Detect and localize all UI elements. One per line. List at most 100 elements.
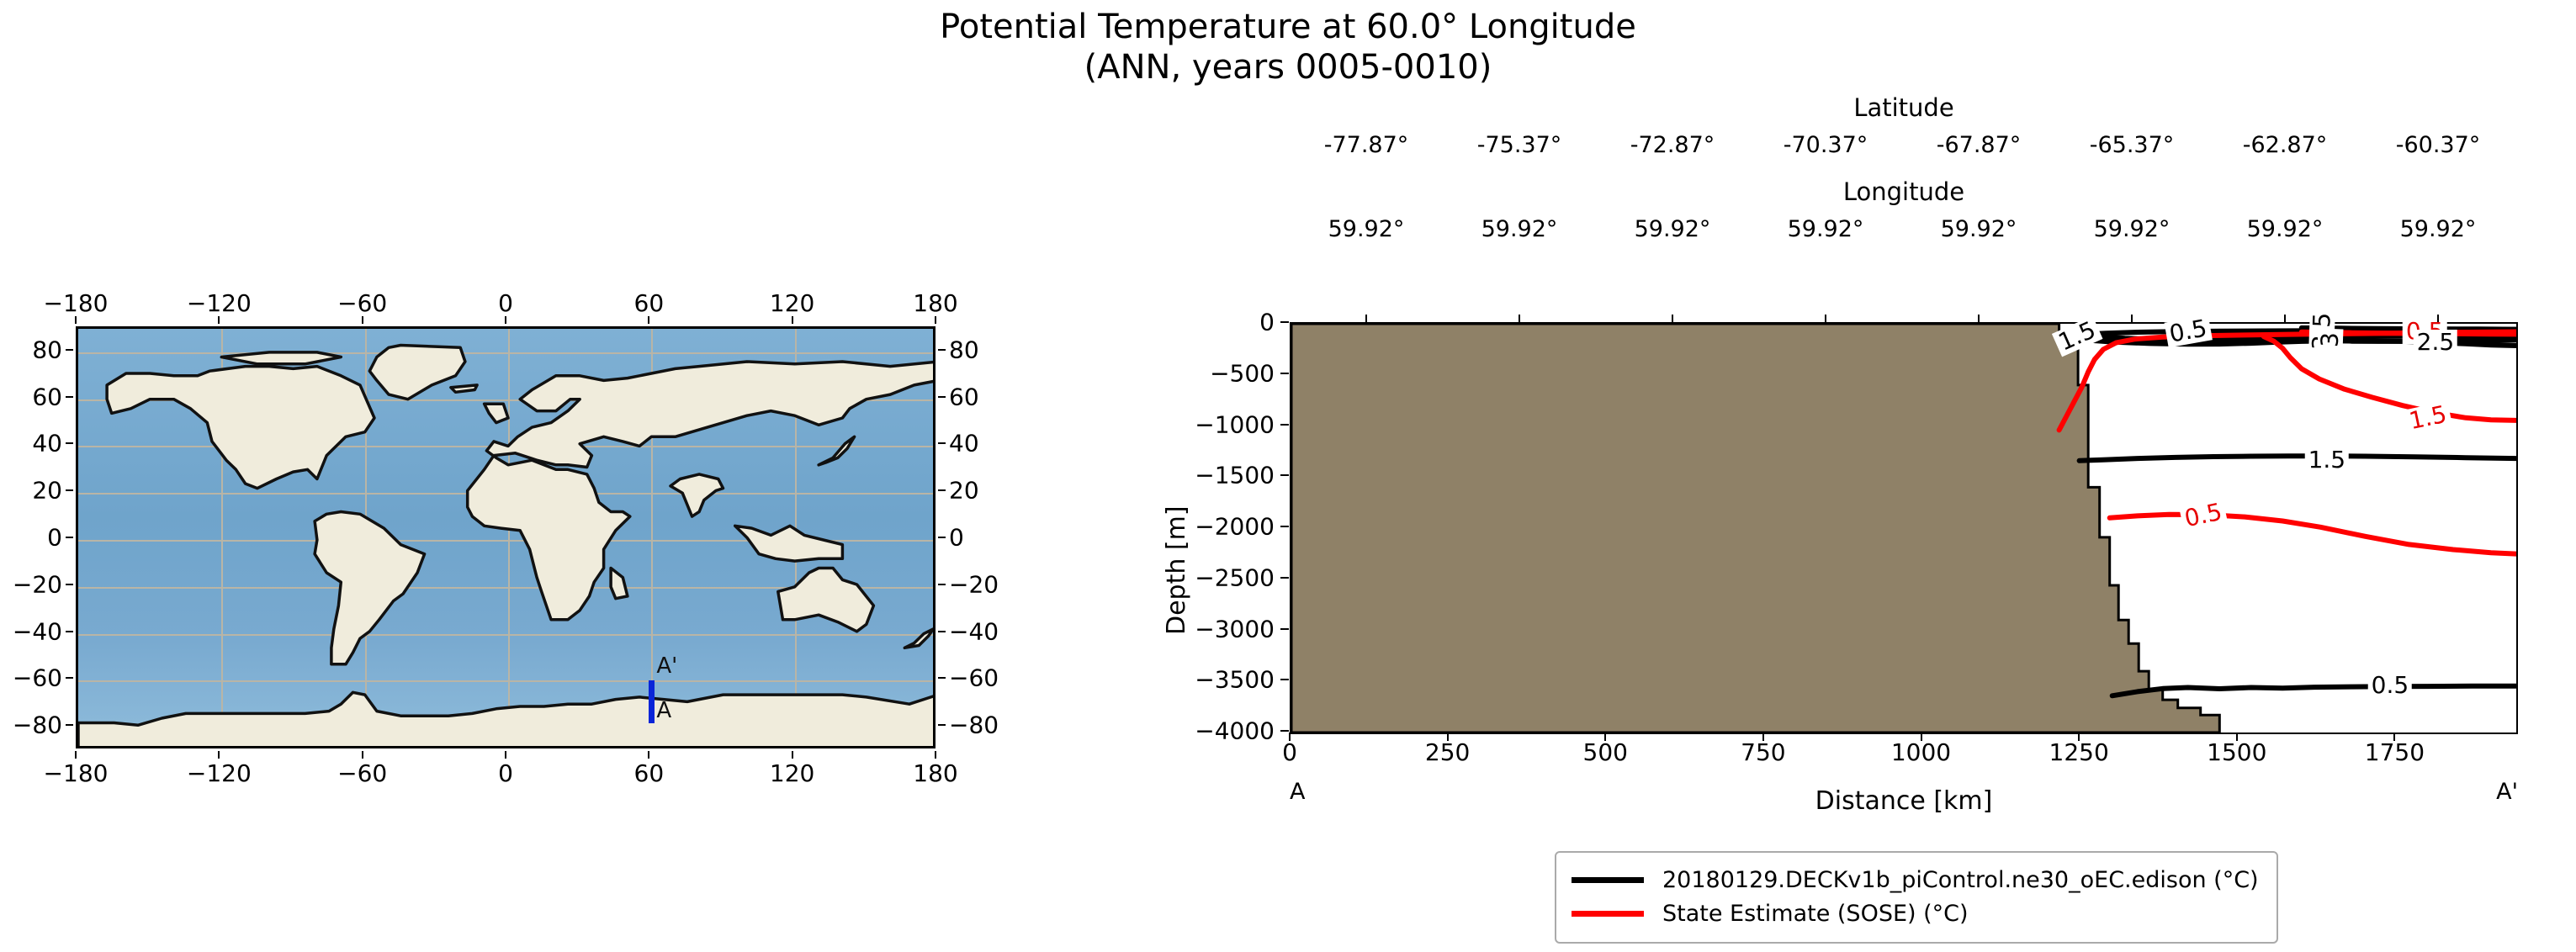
latitude-tick-label: -72.87°: [1630, 132, 1715, 158]
graticule-meridian: [508, 329, 510, 746]
longitude-tick-label: 59.92°: [1481, 216, 1558, 242]
map-longitude-tick-label: 180: [913, 289, 958, 317]
distance-tick-label: 750: [1741, 738, 1786, 766]
landmass-polygon: [465, 360, 933, 621]
map-tick-mark: [218, 316, 220, 324]
contour-label: 1.5: [2304, 447, 2350, 473]
cross-section-panel: Latitude -77.87° -75.37° -72.87° -70.37° -67…: [1162, 93, 2518, 816]
distance-tick-label: 1000: [1890, 738, 1952, 766]
depth-tick-label: −4000: [1195, 717, 1275, 745]
map-latitude-tick-label: −20: [12, 570, 62, 599]
longitude-axis-label: Longitude: [1842, 177, 1965, 206]
tick-mark: [2393, 733, 2396, 741]
map-tick-mark: [938, 348, 946, 351]
map-tick-mark: [361, 316, 363, 324]
map-longitude-tick-label: −60: [337, 289, 388, 317]
cross-section-contours: [1291, 324, 2516, 733]
map-longitude-tick-label: 60: [633, 289, 665, 317]
transect-start-label: A: [656, 697, 672, 723]
map-tick-mark: [938, 677, 946, 680]
map-tick-mark: [938, 724, 946, 727]
legend-entry: State Estimate (SOSE) (°C): [1572, 896, 2261, 930]
map-tick-mark: [938, 489, 946, 492]
legend-color-swatch: [1572, 876, 1644, 883]
map-latitude-tick-label: 40: [949, 429, 979, 457]
depth-tick-label: −2500: [1195, 563, 1275, 592]
latitude-tick-label: -65.37°: [2089, 132, 2175, 158]
map-tick-mark: [218, 751, 220, 759]
tick-mark: [2131, 315, 2133, 322]
map-latitude-tick-label: −20: [949, 570, 999, 599]
map-latitude-tick-label: 40: [32, 429, 62, 457]
map-tick-mark: [75, 751, 77, 759]
map-longitude-tick-label: 60: [633, 759, 665, 787]
map-tick-mark: [66, 489, 73, 492]
map-latitude-tick-label: −80: [12, 711, 62, 739]
landmass-polygon: [449, 383, 479, 394]
tick-mark: [1280, 474, 1289, 477]
section-end-endpoint-label: A': [2496, 779, 2518, 805]
map-tick-mark: [66, 677, 73, 680]
map-longitude-tick-label: 120: [769, 759, 815, 787]
map-latitude-tick-label: −40: [949, 617, 999, 646]
tick-mark: [2284, 315, 2286, 322]
contour-label: 0.5: [2367, 673, 2413, 699]
map-latitude-tick-label: 60: [32, 383, 62, 411]
depth-axis-label: Depth [m]: [1162, 505, 1191, 635]
depth-tick-label: 0: [1259, 308, 1275, 336]
map-latitude-tick-label: 20: [949, 476, 979, 505]
longitude-tick-label: 59.92°: [2246, 216, 2324, 242]
distance-tick-label: 0: [1282, 738, 1297, 766]
landmass-polygon: [817, 435, 856, 467]
map-tick-mark: [935, 316, 936, 324]
map-tick-mark: [66, 724, 73, 727]
landmass-polygon: [609, 566, 629, 600]
map-longitude-tick-label: 180: [913, 759, 958, 787]
contour-line: [2109, 683, 2516, 699]
map-tick-mark: [935, 751, 936, 759]
latitude-tick-label: -70.37°: [1783, 132, 1868, 158]
landmass-polygon: [368, 343, 467, 401]
graticule-parallel: [78, 680, 933, 683]
map-tick-mark: [361, 751, 363, 759]
longitude-tick-label: 59.92°: [2093, 216, 2171, 242]
tick-mark: [1280, 372, 1289, 374]
landmass-polygon: [313, 510, 427, 666]
tick-mark: [1978, 315, 1980, 322]
graticule-parallel: [78, 399, 933, 401]
legend-entry: 20180129.DECKv1b_piControl.ne30_oEC.edis…: [1572, 863, 2261, 896]
graticule-parallel: [78, 540, 933, 542]
longitude-tick-label: 59.92°: [1787, 216, 1864, 242]
depth-tick-label: −3500: [1195, 665, 1275, 694]
tick-mark: [2235, 733, 2238, 741]
map-tick-mark: [66, 583, 73, 585]
longitude-tick-label: 59.92°: [1634, 216, 1711, 242]
distance-axis-label: Distance [km]: [1815, 786, 1993, 816]
map-tick-mark: [938, 537, 946, 538]
depth-tick-label: −500: [1210, 359, 1275, 388]
map-tick-mark: [791, 751, 793, 759]
map-tick-mark: [938, 630, 946, 632]
map-longitude-tick-label: 0: [498, 289, 513, 317]
map-tick-mark: [505, 751, 506, 759]
landmass-polygon: [78, 690, 933, 746]
map-frame: A' A: [76, 326, 936, 748]
longitude-tick-label: 59.92°: [2399, 216, 2477, 242]
tick-mark: [1280, 321, 1289, 323]
distance-tick-label: 1750: [2364, 738, 2425, 766]
legend-label: State Estimate (SOSE) (°C): [1662, 900, 1969, 927]
map-tick-mark: [791, 316, 793, 324]
latitude-tick-label: -60.37°: [2395, 132, 2481, 158]
graticule-meridian: [221, 329, 224, 746]
contour-line: [2107, 511, 2516, 557]
tick-mark: [2078, 733, 2080, 741]
tick-mark: [2437, 315, 2439, 322]
tick-mark: [1280, 627, 1289, 630]
tick-mark: [1446, 733, 1449, 741]
distance-tick-label: 250: [1424, 738, 1471, 766]
tick-mark: [1672, 315, 1673, 322]
graticule-meridian: [651, 329, 654, 746]
latitude-tick-label: -67.87°: [1936, 132, 2022, 158]
graticule-parallel: [78, 633, 933, 636]
